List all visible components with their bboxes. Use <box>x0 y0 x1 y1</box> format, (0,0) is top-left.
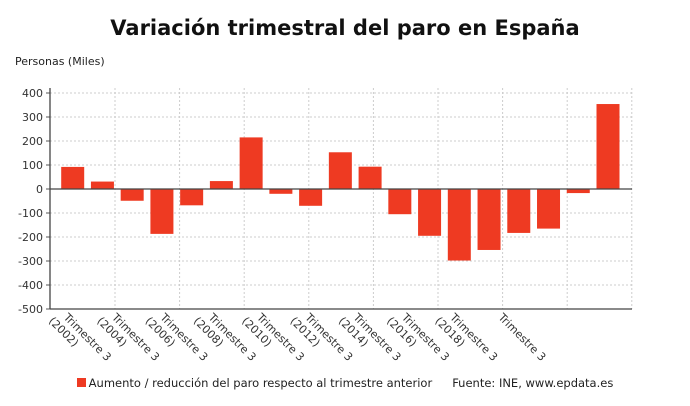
source-note: Fuente: INE, www.epdata.es <box>452 376 614 390</box>
y-tick-label: -300 <box>18 255 43 268</box>
y-tick-label: 300 <box>22 111 43 124</box>
legend: Aumento / reducción del paro respecto al… <box>0 376 690 390</box>
bar <box>328 152 352 189</box>
bar <box>358 166 382 189</box>
bar <box>566 189 590 194</box>
bar <box>269 189 293 194</box>
bar <box>537 189 561 229</box>
y-tick-label: -200 <box>18 231 43 244</box>
legend-label: Aumento / reducción del paro respecto al… <box>88 376 433 390</box>
y-tick-label: 0 <box>36 183 43 196</box>
y-axis-label: Personas (Miles) <box>15 55 105 68</box>
bar <box>507 189 531 233</box>
bar <box>180 189 204 206</box>
bar <box>447 189 471 261</box>
y-tick-label: -100 <box>18 207 43 220</box>
bar <box>90 181 114 189</box>
chart-title: Variación trimestral del paro en España <box>110 16 580 40</box>
y-tick-label: 400 <box>22 87 43 100</box>
bar <box>299 189 323 206</box>
bar <box>388 189 412 215</box>
x-tick-label: Trimestre 3 <box>495 310 549 364</box>
legend-swatch <box>76 378 86 387</box>
bar <box>596 104 620 189</box>
bar <box>209 181 233 189</box>
y-tick-label: 200 <box>22 135 43 148</box>
y-tick-label: -500 <box>18 303 43 316</box>
bar <box>239 137 263 189</box>
bar <box>150 189 174 234</box>
y-tick-label: 100 <box>22 159 43 172</box>
bar <box>120 189 144 201</box>
y-tick-label: -400 <box>18 279 43 292</box>
bar <box>418 189 442 236</box>
bar <box>61 166 85 189</box>
bar <box>477 189 501 250</box>
